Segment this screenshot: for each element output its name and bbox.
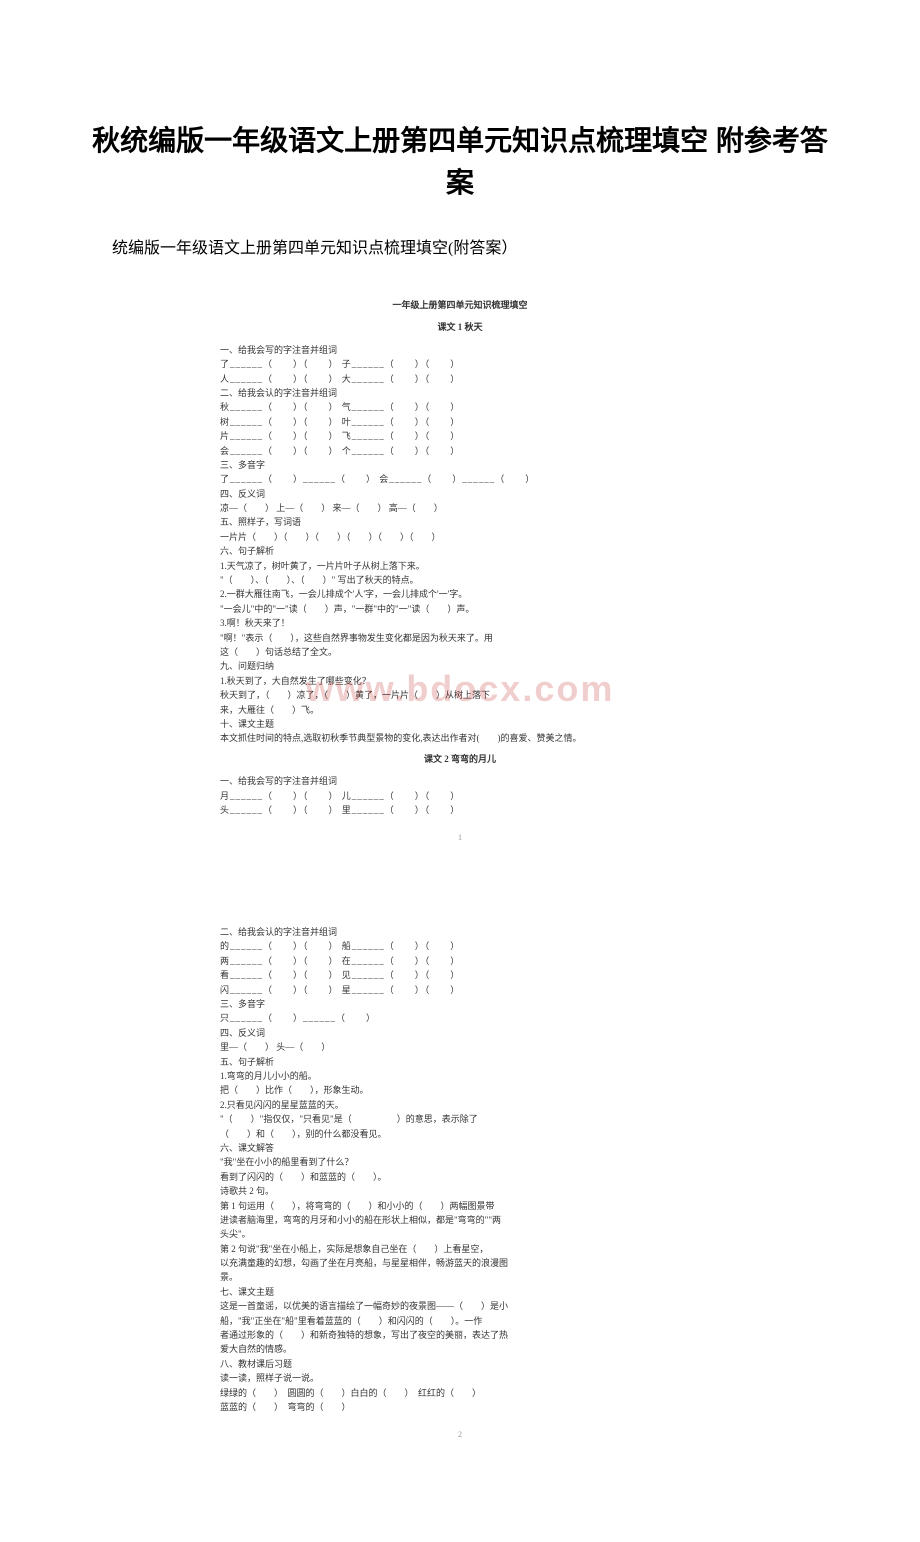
p1-s6-line6: 这（ ）句话总结了全文。	[220, 645, 700, 659]
p1-s3-title: 三、多音字	[220, 458, 700, 472]
p1-s2-line3: 会______（ ）（ ） 个______（ ）（ ）	[220, 444, 700, 458]
p1-s2-line0: 秋______（ ）（ ） 气______（ ）（ ）	[220, 400, 700, 414]
p2-s2-line3: 闪______（ ）（ ） 星______（ ）（ ）	[220, 983, 700, 997]
p1-s1-line1: 人______（ ）（ ） 大______（ ）（ ）	[220, 372, 700, 386]
p1-s6-line3: "一会儿"中的"一"读（ ）声，"一群"中的"一"读（ ）声。	[220, 602, 700, 616]
p2-s4-line: 里—（ ） 头—（ ）	[220, 1040, 700, 1054]
p2-s2-line0: 的______（ ）（ ） 船______（ ）（ ）	[220, 939, 700, 953]
p2-s2-line2: 看______（ ）（ ） 见______（ ）（ ）	[220, 968, 700, 982]
p2-s2-title: 二、给我会认的字注音并组词	[220, 925, 700, 939]
p1-s6-title: 六、句子解析	[220, 544, 700, 558]
p1-s6-line0: 1.天气凉了，树叶黄了，一片片叶子从树上落下来。	[220, 559, 700, 573]
p1-s1-line0: 了______（ ）（ ） 子______（ ）（ ）	[220, 357, 700, 371]
p1-s4-line: 凉—（ ） 上—（ ） 来—（ ） 高—（ ）	[220, 501, 700, 515]
p1-s2-line2: 片______（ ）（ ） 飞______（ ）（ ）	[220, 429, 700, 443]
p2-s6-line6: 第 2 句说"我"坐在小船上，实际是想象自己坐在（ ）上看星空，	[220, 1242, 700, 1256]
p1-s6-line5: "啊！"表示（ ），这些自然界事物发生变化都是因为秋天来了。用	[220, 631, 700, 645]
p1-t2-s1-line1: 头______（ ）（ ） 里______（ ）（ ）	[220, 803, 700, 817]
p2-s7-title: 七、课文主题	[220, 1285, 700, 1299]
p2-s6-line1: 看到了闪闪的（ ）和蓝蓝的（ ）。	[220, 1170, 700, 1184]
p2-s6-line2: 诗歌共 2 句。	[220, 1184, 700, 1198]
p2-s6-line0: "我"坐在小小的船里看到了什么？	[220, 1155, 700, 1169]
p2-s5-line3: "（ ）"指仅仅，"只看见"是（ ）的意思，表示除了	[220, 1112, 700, 1126]
p2-s3-title: 三、多音字	[220, 997, 700, 1011]
p1-t2-s1-line0: 月______（ ）（ ） 儿______（ ）（ ）	[220, 789, 700, 803]
page2-num: 2	[220, 1429, 700, 1442]
subtitle: 统编版一年级语文上册第四单元知识点梳理填空(附答案）	[80, 234, 840, 258]
p1-s9-title: 九、问题归纳	[220, 659, 700, 673]
p1-s2-title: 二、给我会认的字注音并组词	[220, 386, 700, 400]
p2-s8-line2: 蓝蓝的（ ） 弯弯的（ ）	[220, 1400, 700, 1414]
p2-s6-line8: 景。	[220, 1270, 700, 1284]
p1-s6-line1: "（ ）、（ ）、（ ）" 写出了秋天的特点。	[220, 573, 700, 587]
p1-s9-line1: 秋天到了，（ ）凉了，（ ）黄了，一片片（ ）从树上落下	[220, 688, 700, 702]
p1-s6-line2: 2.一群大雁往南飞，一会儿排成个'人'字，一会儿排成个'一'字。	[220, 587, 700, 601]
p2-s8-line0: 读一读，照样子说一说。	[220, 1371, 700, 1385]
p1-s5-title: 五、照样子，写词语	[220, 515, 700, 529]
p1-s5-line: 一片片（ ）（ ）（ ）（ ）（ ）（ ）	[220, 530, 700, 544]
p2-s5-line0: 1.弯弯的月儿小小的船。	[220, 1069, 700, 1083]
p2-s5-line4: （ ）和（ ），别的什么都没看见。	[220, 1127, 700, 1141]
p2-s2-line1: 两______（ ）（ ） 在______（ ）（ ）	[220, 954, 700, 968]
p1-t2-s1-title: 一、给我会写的字注音并组词	[220, 774, 700, 788]
p2-s4-title: 四、反义词	[220, 1026, 700, 1040]
p2-s7-line0: 这是一首童谣，以优美的语言描绘了一幅奇妙的夜景图——（ ）是小	[220, 1299, 700, 1313]
p2-s5-line2: 2.只看见闪闪的星星蓝蓝的天。	[220, 1098, 700, 1112]
page1-header2: 课文 1 秋天	[220, 320, 700, 334]
p2-s3-line: 只______（ ）______（ ）	[220, 1011, 700, 1025]
p2-s8-title: 八、教材课后习题	[220, 1357, 700, 1371]
doc-page-2: 二、给我会认的字注音并组词 的______（ ）（ ） 船______（ ）（ …	[190, 905, 730, 1462]
p2-s6-line5: 头尖"。	[220, 1227, 700, 1241]
p2-s6-line4: 进读者脑海里，弯弯的月牙和小小的船在形状上相似，都是"弯弯的""两	[220, 1213, 700, 1227]
p2-s8-line1: 绿绿的（ ） 圆圆的（ ）白白的（ ） 红红的（ ）	[220, 1386, 700, 1400]
p2-s7-line3: 爱大自然的情感。	[220, 1342, 700, 1356]
p1-s4-title: 四、反义词	[220, 487, 700, 501]
p1-s9-line2: 来，大雁往（ ）飞。	[220, 703, 700, 717]
p2-s7-line2: 者通过形象的（ ）和新奇独特的想象，写出了夜空的美丽，表达了热	[220, 1328, 700, 1342]
p1-s3-line: 了______（ ）______（ ） 会______（ ）______（ ）	[220, 472, 700, 486]
text2-header: 课文 2 弯弯的月儿	[220, 752, 700, 766]
p1-s2-line1: 树______（ ）（ ） 叶______（ ）（ ）	[220, 415, 700, 429]
p2-s7-line1: 船，"我"正坐在"船"里看着蓝蓝的（ ）和闪闪的（ ）。一作	[220, 1314, 700, 1328]
p2-s5-title: 五、句子解析	[220, 1055, 700, 1069]
main-title: 秋统编版一年级语文上册第四单元知识点梳理填空 附参考答案	[80, 120, 840, 204]
p1-s10-title: 十、课文主题	[220, 717, 700, 731]
page1-num: 1	[220, 832, 700, 845]
p1-s10-line: 本文抓住时间的特点,选取初秋季节典型景物的变化,表达出作者对( )的喜爱、赞美之…	[220, 731, 700, 745]
p1-s1-title: 一、给我会写的字注音并组词	[220, 343, 700, 357]
p2-s5-line1: 把（ ）比作（ ），形象生动。	[220, 1083, 700, 1097]
p2-s6-line3: 第 1 句运用（ ），将弯弯的（ ）和小小的（ ）两幅图景带	[220, 1199, 700, 1213]
p1-s6-line4: 3.啊！秋天来了！	[220, 616, 700, 630]
p2-s6-line7: 以充满童趣的幻想，勾画了坐在月亮船，与星星相伴，畅游蓝天的浪漫图	[220, 1256, 700, 1270]
p2-s6-title: 六、课文解答	[220, 1141, 700, 1155]
page1-header1: 一年级上册第四单元知识梳理填空	[220, 298, 700, 312]
p1-s9-line0: 1.秋天到了，大自然发生了哪些变化？	[220, 674, 700, 688]
doc-page-1: www.bdocx.com 一年级上册第四单元知识梳理填空 课文 1 秋天 一、…	[190, 278, 730, 865]
